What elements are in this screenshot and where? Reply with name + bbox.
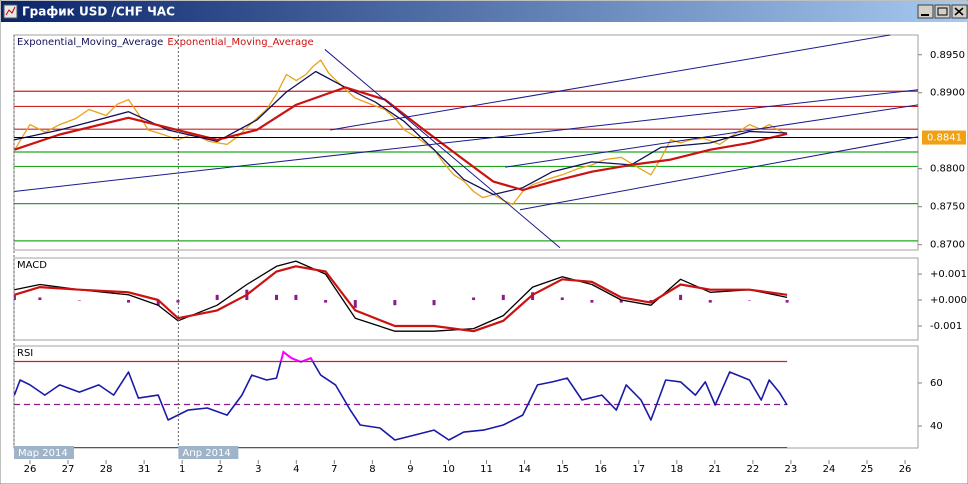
histogram-bar [294, 294, 298, 301]
trend-line [505, 104, 919, 168]
x-tick-label: 8 [369, 464, 375, 475]
series-line [14, 351, 788, 441]
x-tick-label: 16 [594, 464, 607, 475]
x-tick-label: 15 [556, 464, 569, 475]
x-tick-label: 25 [861, 464, 874, 475]
plot-area [14, 350, 788, 448]
panel-frame [13, 345, 919, 449]
window-title: График USD /CHF ЧАС [22, 5, 175, 19]
panel-frame [13, 34, 919, 251]
x-tick-label: 23 [785, 464, 798, 475]
y-tick-label: 40 [930, 421, 943, 432]
histogram-bar [679, 294, 683, 301]
histogram-bar [472, 297, 476, 301]
x-tick-label: 1 [179, 464, 185, 475]
plot-area [14, 59, 918, 242]
trend-line [324, 49, 561, 249]
histogram-bar [353, 300, 357, 308]
histogram-bar [747, 300, 751, 301]
x-tick-label: 2 [217, 464, 223, 475]
histogram-bar [590, 300, 594, 303]
histogram-bar [215, 294, 219, 301]
histogram-bar [501, 294, 505, 301]
window-buttons [917, 4, 968, 19]
minimize-button[interactable] [917, 4, 934, 19]
panel-frame [13, 257, 919, 341]
x-tick-label: 24 [823, 464, 836, 475]
period-box [14, 446, 74, 459]
histogram-bar [708, 300, 712, 303]
series-line [14, 260, 788, 332]
y-tick-label: 0.8950 [930, 50, 965, 61]
series-line [14, 70, 788, 196]
panel-title: RSI [17, 348, 33, 359]
x-tick-label: 9 [407, 464, 413, 475]
maximize-button[interactable] [934, 4, 951, 19]
x-tick-label: 31 [138, 464, 151, 475]
last-price-box [922, 130, 966, 145]
y-tick-label: 0.8800 [930, 164, 965, 175]
trend-line [519, 136, 919, 211]
histogram-bar [275, 294, 279, 301]
x-tick-label: 11 [480, 464, 493, 475]
x-tick-label: 18 [670, 464, 683, 475]
last-price-label: 0.8841 [927, 133, 962, 144]
legend-entry: Exponential_Moving_Average [167, 37, 313, 48]
y-tick-label: 60 [930, 378, 943, 389]
series-line [14, 86, 788, 192]
histogram-bar [785, 300, 789, 303]
x-tick-label: 14 [518, 464, 531, 475]
y-tick-label: +0.000 [930, 295, 967, 306]
histogram-bar [127, 300, 131, 303]
histogram-bar [560, 297, 564, 301]
y-tick-label: +0.001 [930, 269, 967, 280]
y-tick-label: -0.001 [930, 321, 962, 332]
x-tick-label: 21 [708, 464, 721, 475]
x-tick-label: 7 [331, 464, 337, 475]
x-tick-label: 26 [24, 464, 37, 475]
histogram-bar [14, 294, 16, 301]
maximize-glyph [937, 7, 948, 16]
histogram-bar [324, 300, 328, 303]
trend-line [13, 89, 919, 192]
x-tick-label: 28 [100, 464, 113, 475]
x-tick-label: 22 [747, 464, 760, 475]
histogram-bar [432, 300, 436, 306]
x-tick-label: 10 [442, 464, 455, 475]
y-tick-label: 0.8750 [930, 202, 965, 213]
x-tick-label: 4 [293, 464, 299, 475]
panel-title: MACD [17, 260, 47, 271]
x-tick-label: 27 [62, 464, 75, 475]
period-label: Мар 2014 [18, 448, 68, 459]
y-tick-label: 0.8700 [930, 240, 965, 251]
legend-entry: Exponential_Moving_Average [17, 37, 163, 48]
histogram-bar [176, 300, 180, 303]
title-bar [1, 1, 967, 22]
window-icon-glyph [5, 6, 16, 16]
plot-area [14, 260, 789, 333]
trend-line [330, 34, 891, 131]
period-label: Апр 2014 [182, 448, 230, 459]
histogram-bar [38, 297, 42, 301]
close-glyph [954, 7, 964, 16]
series-line [14, 265, 788, 333]
x-tick-label: 3 [255, 464, 261, 475]
x-tick-label: 17 [632, 464, 645, 475]
period-box [178, 446, 239, 459]
histogram-bar [619, 300, 623, 303]
x-tick-label: 26 [899, 464, 912, 475]
histogram-bar [393, 300, 397, 306]
y-tick-label: 0.8900 [930, 88, 965, 99]
histogram-bar [156, 300, 160, 306]
histogram-bar [77, 300, 81, 301]
